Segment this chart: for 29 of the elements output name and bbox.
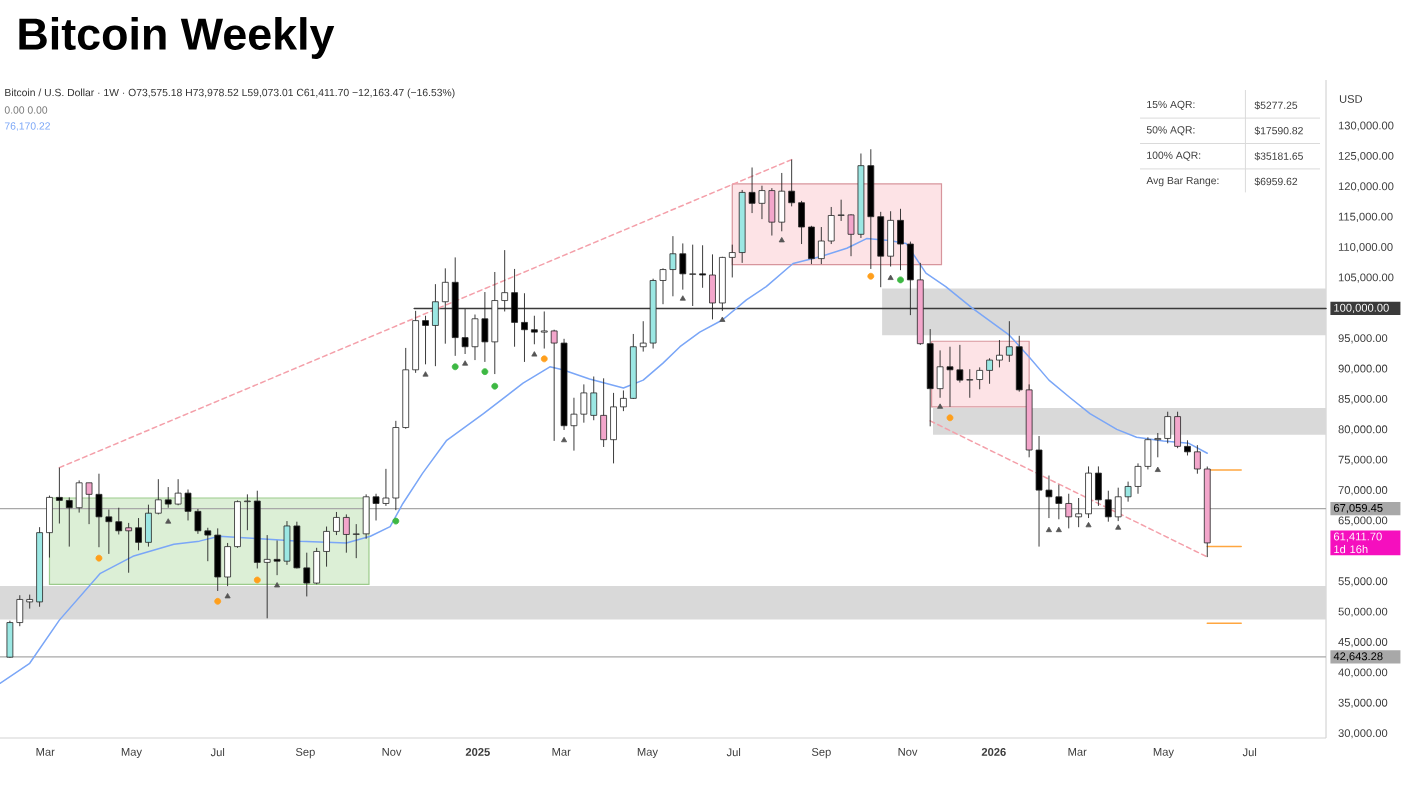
- point: [867, 272, 875, 280]
- point: [778, 236, 785, 243]
- point: [1085, 521, 1092, 528]
- point: [887, 274, 894, 280]
- chart-title: Bitcoin Weekly: [19, 17, 335, 59]
- point: [540, 355, 548, 363]
- point: [274, 582, 281, 588]
- point: [1055, 526, 1062, 533]
- point: [946, 414, 954, 422]
- point: [937, 403, 944, 409]
- point: [1115, 524, 1122, 530]
- point: [719, 316, 726, 322]
- point: [95, 554, 103, 562]
- point: [1045, 526, 1052, 533]
- point: [1154, 466, 1161, 472]
- point: [897, 276, 904, 284]
- point: [462, 360, 469, 366]
- point: [253, 576, 261, 584]
- point: [491, 382, 499, 390]
- point: [561, 436, 568, 443]
- point: [422, 371, 429, 377]
- point: [392, 517, 400, 525]
- point: [224, 593, 231, 599]
- point: [481, 368, 489, 376]
- point: [451, 363, 459, 371]
- point: [531, 351, 538, 357]
- point: [679, 295, 686, 301]
- point: [214, 597, 222, 605]
- point: [165, 518, 172, 524]
